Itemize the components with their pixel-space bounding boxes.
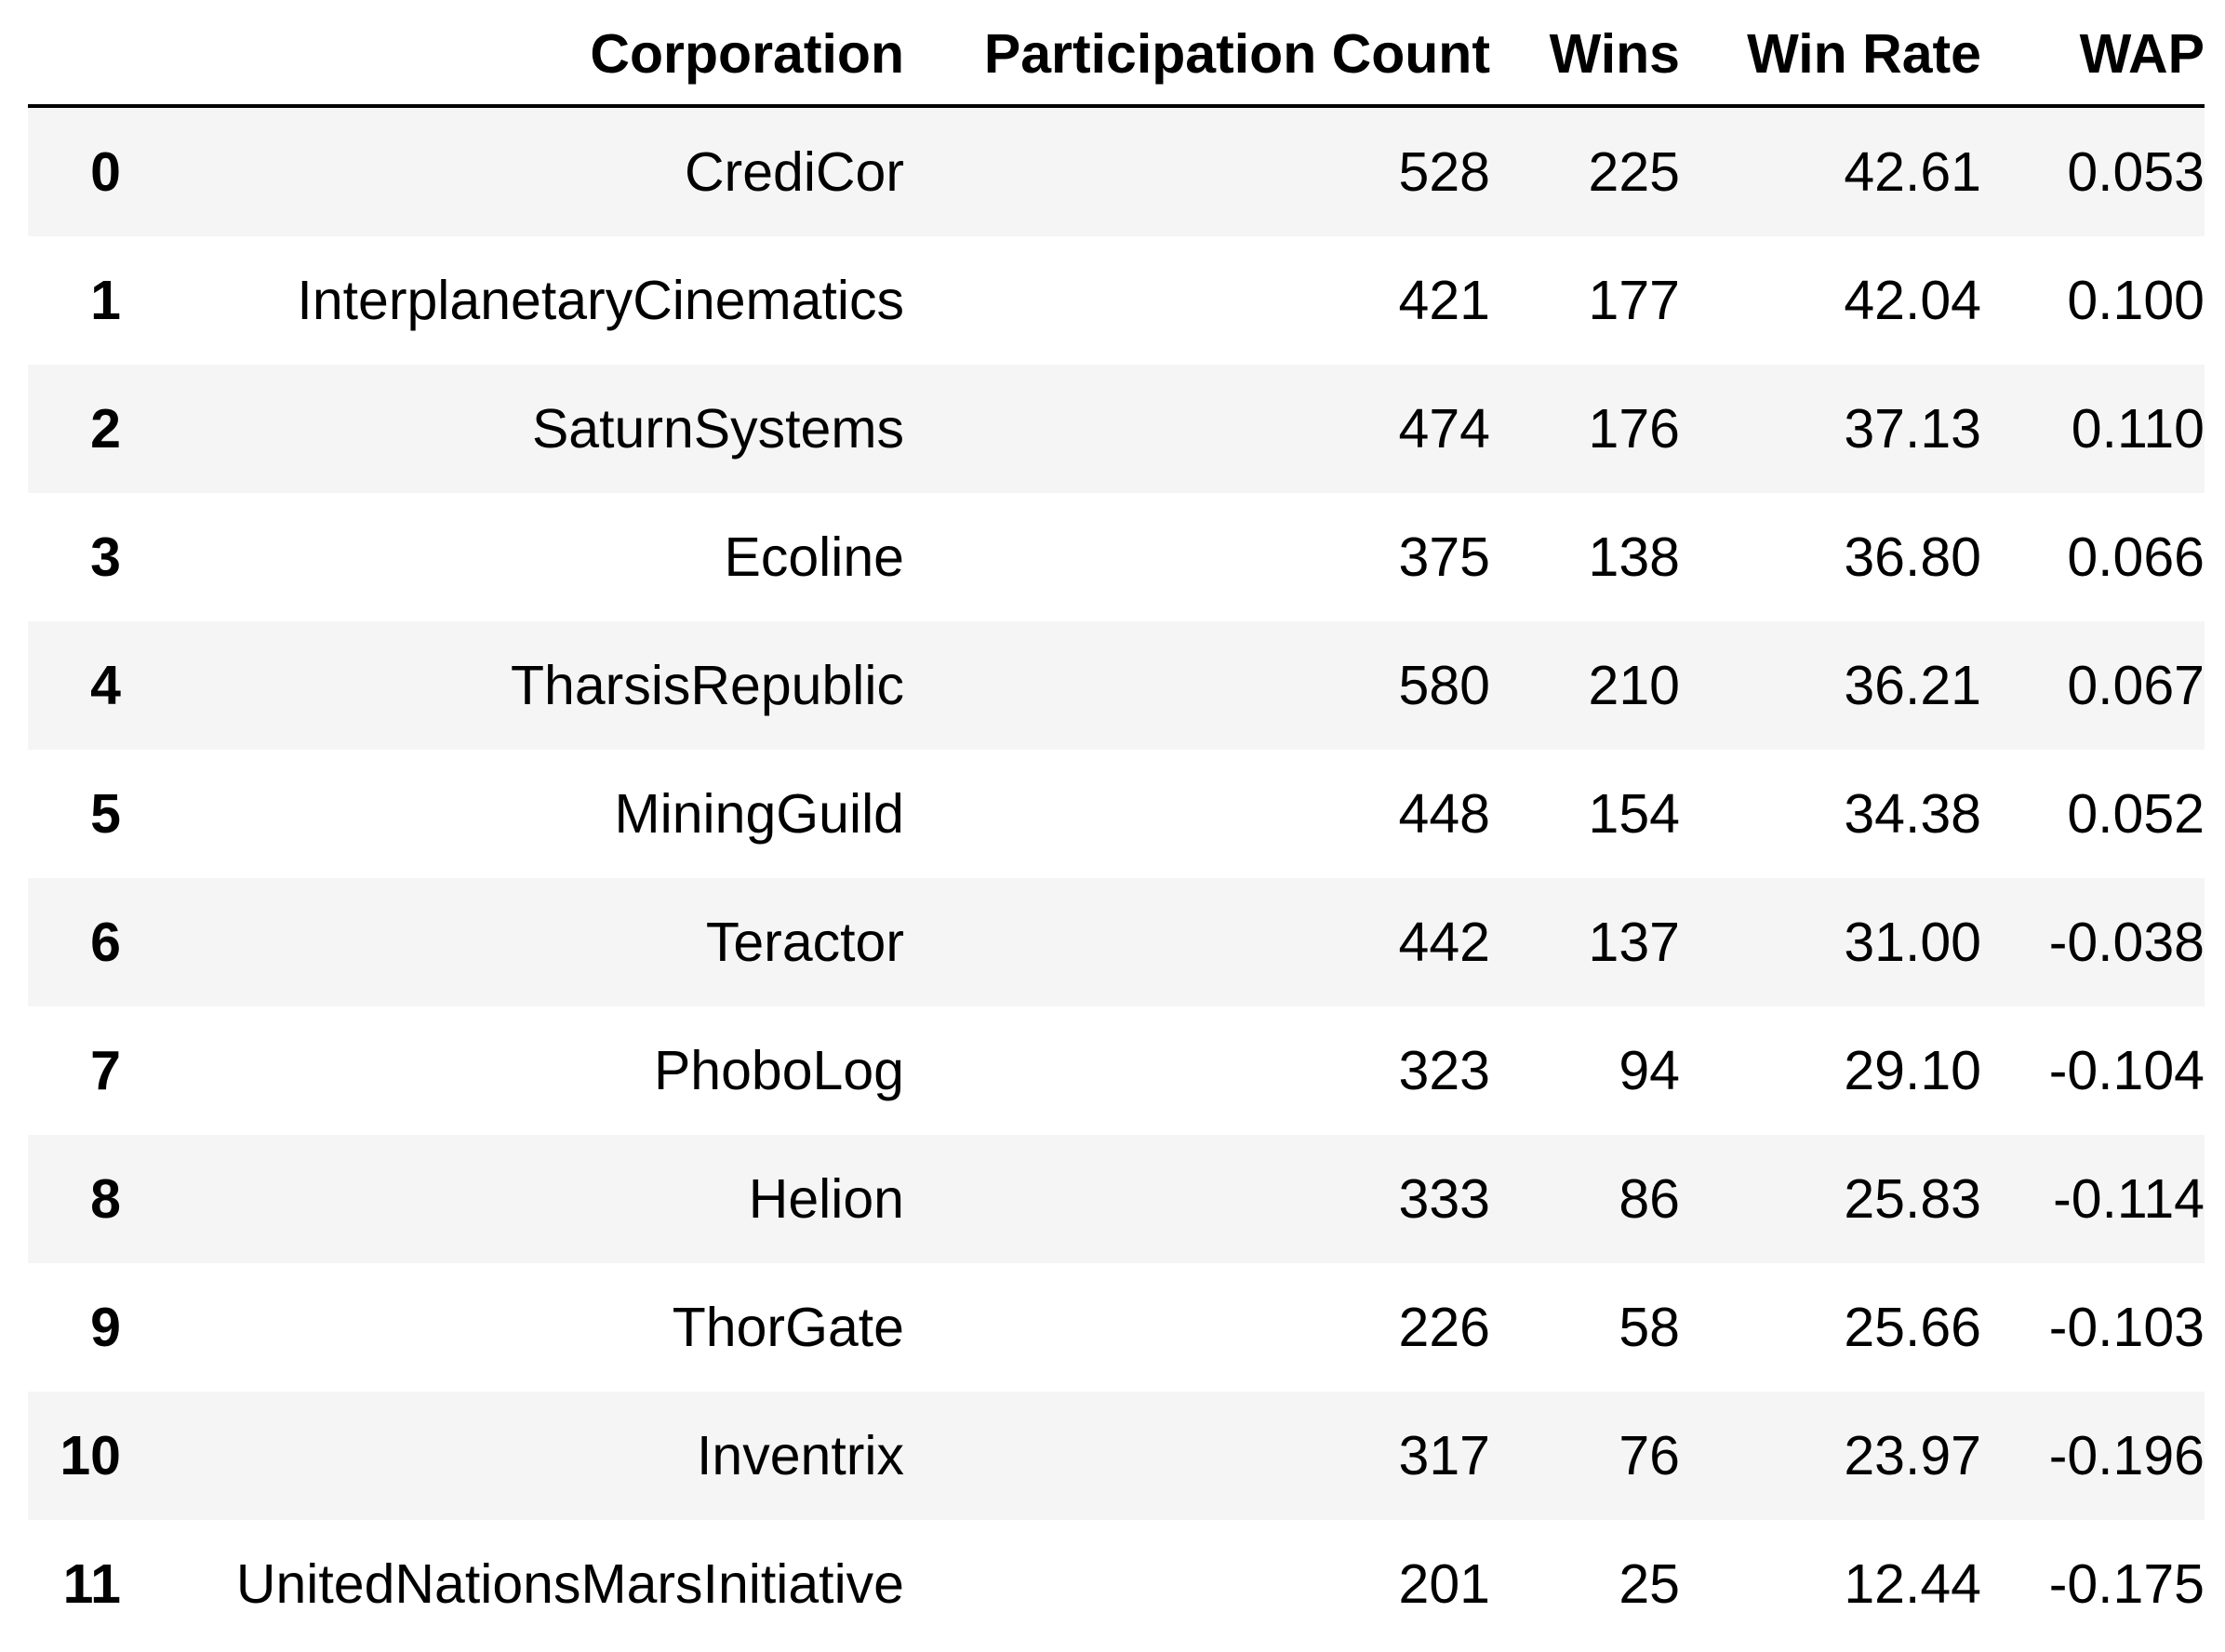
corporation-cell: MiningGuild <box>614 783 904 845</box>
table-row: 10 Inventrix 317 76 23.97 -0.196 <box>28 1392 2205 1520</box>
table-row: 6 Teractor 442 137 31.00 -0.038 <box>28 878 2205 1006</box>
corporation-cell: TharsisRepublic <box>511 655 904 716</box>
win-rate-cell: 25.83 <box>1844 1168 1981 1230</box>
participation-count-cell: 333 <box>1398 1168 1490 1230</box>
participation-count-cell: 474 <box>1398 398 1490 460</box>
row-index: 6 <box>90 912 121 973</box>
wap-cell: 0.052 <box>2067 783 2205 845</box>
row-index: 9 <box>90 1297 121 1358</box>
corporation-cell: InterplanetaryCinematics <box>297 270 904 331</box>
table-row: 2 SaturnSystems 474 176 37.13 0.110 <box>28 365 2205 493</box>
win-rate-cell: 37.13 <box>1844 398 1981 460</box>
wap-cell: -0.175 <box>2048 1553 2205 1615</box>
win-rate-cell: 36.21 <box>1844 655 1981 716</box>
corporation-cell: Helion <box>748 1168 904 1230</box>
table-row: 7 PhoboLog 323 94 29.10 -0.104 <box>28 1006 2205 1135</box>
corporation-cell: CrediCor <box>684 141 904 203</box>
win-rate-cell: 42.04 <box>1844 270 1981 331</box>
table-row: 5 MiningGuild 448 154 34.38 0.052 <box>28 750 2205 878</box>
win-rate-cell: 31.00 <box>1844 912 1981 973</box>
wap-cell: 0.067 <box>2067 655 2205 716</box>
table-row: 4 TharsisRepublic 580 210 36.21 0.067 <box>28 621 2205 750</box>
win-rate-cell: 25.66 <box>1844 1297 1981 1358</box>
participation-count-cell: 528 <box>1398 141 1490 203</box>
wap-cell: 0.066 <box>2067 526 2205 588</box>
wins-cell: 154 <box>1588 783 1680 845</box>
win-rate-cell: 34.38 <box>1844 783 1981 845</box>
participation-count-cell: 421 <box>1398 270 1490 331</box>
column-header-win-rate: Win Rate <box>1747 23 1981 85</box>
corporation-cell: PhoboLog <box>653 1040 904 1101</box>
win-rate-cell: 29.10 <box>1844 1040 1981 1101</box>
table-row: 3 Ecoline 375 138 36.80 0.066 <box>28 493 2205 621</box>
wins-cell: 210 <box>1588 655 1680 716</box>
wins-cell: 138 <box>1588 526 1680 588</box>
row-index: 0 <box>90 141 121 203</box>
wap-cell: -0.038 <box>2048 912 2205 973</box>
table-row: 9 ThorGate 226 58 25.66 -0.103 <box>28 1263 2205 1392</box>
corporation-cell: Teractor <box>705 912 904 973</box>
win-rate-cell: 36.80 <box>1844 526 1981 588</box>
column-header-participation-count: Participation Count <box>983 23 1490 85</box>
column-header-wins: Wins <box>1549 23 1680 85</box>
corporation-cell: Ecoline <box>724 526 904 588</box>
corporation-stats-table: Corporation Participation Count Wins Win… <box>28 0 2205 1648</box>
wins-cell: 137 <box>1588 912 1680 973</box>
row-index: 5 <box>90 783 121 845</box>
wins-cell: 58 <box>1619 1297 1680 1358</box>
wins-cell: 176 <box>1588 398 1680 460</box>
participation-count-cell: 448 <box>1398 783 1490 845</box>
wins-cell: 225 <box>1588 141 1680 203</box>
corporation-cell: SaturnSystems <box>531 398 904 460</box>
participation-count-cell: 580 <box>1398 655 1490 716</box>
participation-count-cell: 226 <box>1398 1297 1490 1358</box>
wins-cell: 86 <box>1619 1168 1680 1230</box>
win-rate-cell: 12.44 <box>1844 1553 1981 1615</box>
table-body: 0 CrediCor 528 225 42.61 0.053 1 Interplanetary… <box>28 108 2205 1648</box>
table-row: 1 InterplanetaryCinematics 421 177 42.04 0.10… <box>28 236 2205 365</box>
participation-count-cell: 317 <box>1398 1425 1490 1486</box>
participation-count-cell: 375 <box>1398 526 1490 588</box>
row-index: 8 <box>90 1168 121 1230</box>
win-rate-cell: 23.97 <box>1844 1425 1981 1486</box>
wins-cell: 25 <box>1619 1553 1680 1615</box>
wap-cell: -0.104 <box>2048 1040 2205 1101</box>
table-header-row: Corporation Participation Count Wins Win… <box>28 0 2205 108</box>
wins-cell: 94 <box>1619 1040 1680 1101</box>
row-index: 3 <box>90 526 121 588</box>
participation-count-cell: 201 <box>1398 1553 1490 1615</box>
wap-cell: 0.100 <box>2067 270 2205 331</box>
wap-cell: -0.114 <box>2053 1168 2205 1230</box>
wap-cell: -0.103 <box>2048 1297 2205 1358</box>
row-index: 4 <box>90 655 121 716</box>
wap-cell: 0.053 <box>2067 141 2205 203</box>
participation-count-cell: 323 <box>1398 1040 1490 1101</box>
wins-cell: 177 <box>1588 270 1680 331</box>
row-index: 7 <box>90 1040 121 1101</box>
corporation-cell: UnitedNationsMarsInitiative <box>235 1553 904 1615</box>
table-row: 11 UnitedNationsMarsInitiative 201 25 12.44 -… <box>28 1520 2205 1648</box>
row-index: 10 <box>60 1425 121 1486</box>
column-header-corporation: Corporation <box>590 23 904 85</box>
row-index: 2 <box>90 398 121 460</box>
wap-cell: -0.196 <box>2048 1425 2205 1486</box>
win-rate-cell: 42.61 <box>1844 141 1981 203</box>
wins-cell: 76 <box>1619 1425 1680 1486</box>
column-header-wap: WAP <box>2079 23 2205 85</box>
corporation-cell: Inventrix <box>697 1425 904 1486</box>
row-index: 1 <box>90 270 121 331</box>
corporation-cell: ThorGate <box>672 1297 904 1358</box>
participation-count-cell: 442 <box>1398 912 1490 973</box>
table-row: 8 Helion 333 86 25.83 -0.114 <box>28 1135 2205 1263</box>
table-row: 0 CrediCor 528 225 42.61 0.053 <box>28 108 2205 236</box>
wap-cell: 0.110 <box>2071 398 2205 460</box>
row-index: 11 <box>62 1553 121 1615</box>
